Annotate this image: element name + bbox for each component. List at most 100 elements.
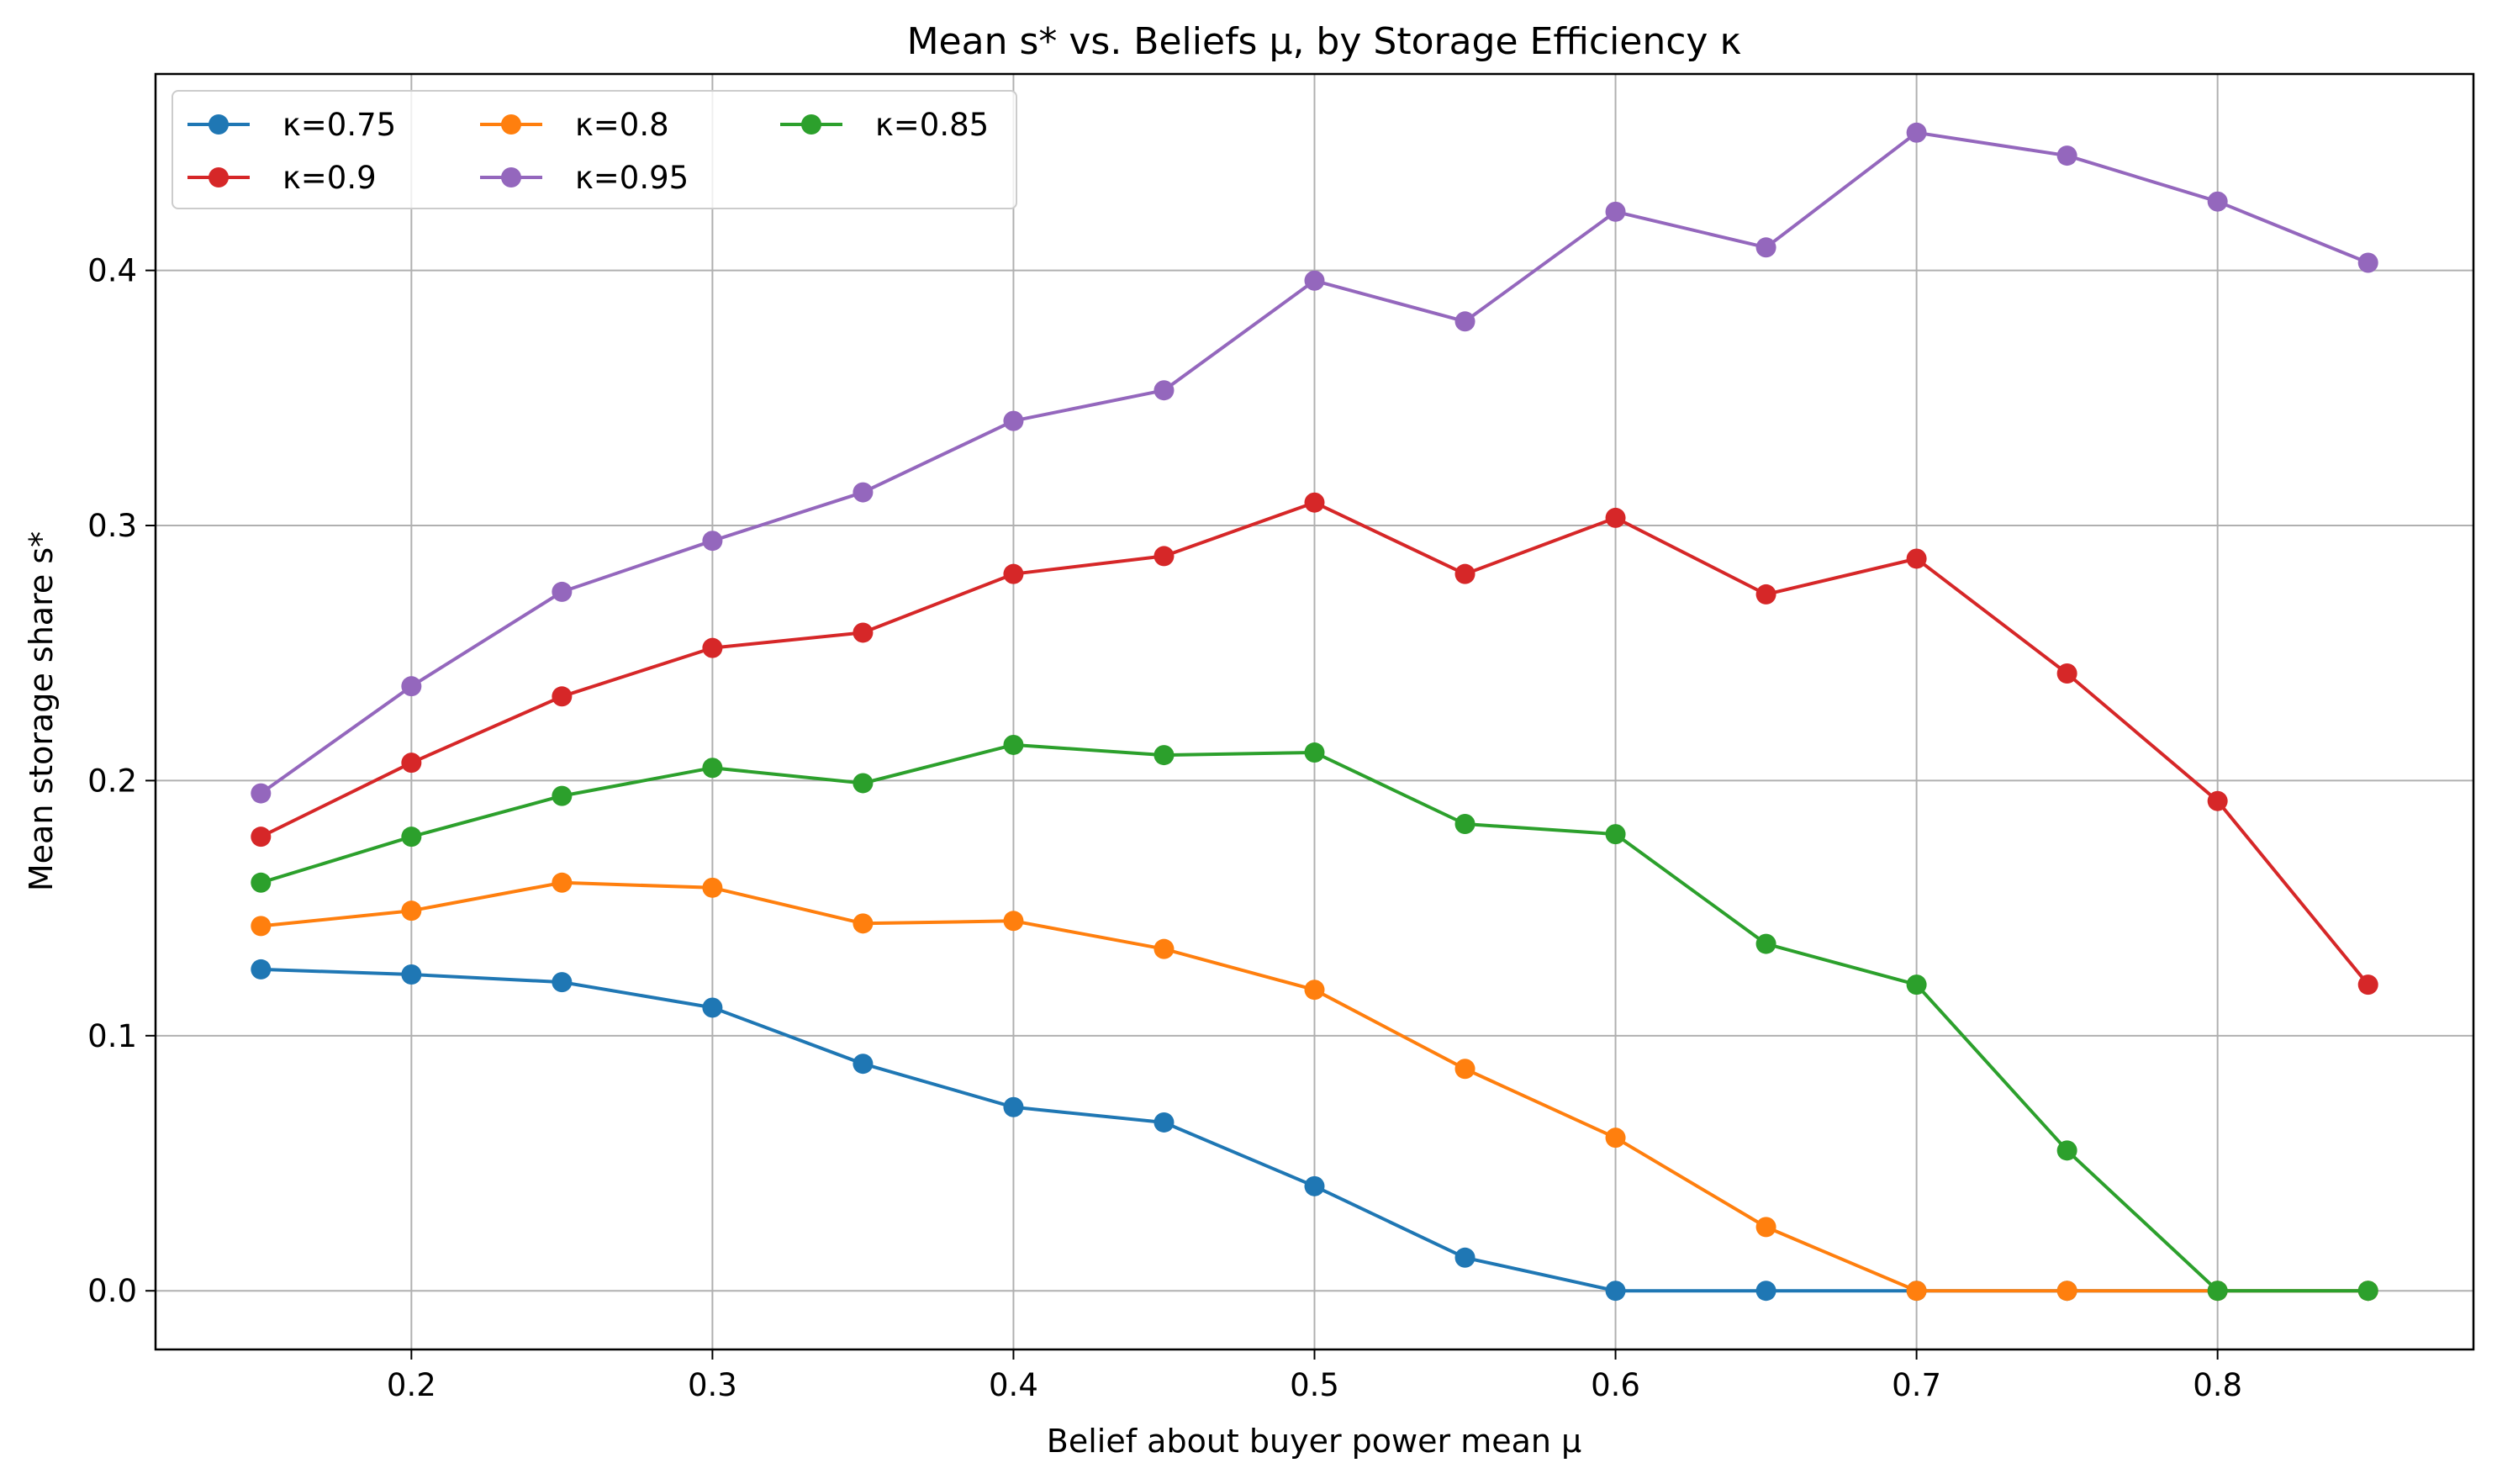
data-point <box>251 916 272 937</box>
data-point <box>1454 1059 1476 1080</box>
data-point <box>2056 1140 2077 1161</box>
data-point <box>1605 1281 1626 1302</box>
data-point <box>2357 252 2378 273</box>
legend-marker <box>801 114 821 135</box>
data-point <box>1605 824 1626 845</box>
data-point <box>1003 563 1024 584</box>
legend-marker <box>209 167 229 187</box>
series-4 <box>251 492 2378 995</box>
axis-ticks: 0.2 0.3 0.4 0.5 0.6 0.7 0.8 0.0 0.1 0.2 0.3 0.4 <box>87 253 2242 1403</box>
legend-marker <box>501 114 521 135</box>
y-tick-label: 0.2 <box>87 763 137 799</box>
x-tick-label: 0.2 <box>387 1367 436 1403</box>
x-tick-label: 0.6 <box>1591 1367 1640 1403</box>
legend-item: κ=0.9 <box>187 160 377 196</box>
data-point <box>401 900 422 922</box>
data-point <box>2207 191 2228 212</box>
data-point <box>2207 790 2228 811</box>
data-point <box>1304 270 1325 291</box>
data-point <box>552 872 573 893</box>
data-point <box>2056 145 2077 166</box>
series-3 <box>251 734 2378 1302</box>
legend-label: κ=0.75 <box>282 107 396 143</box>
data-point <box>401 753 422 774</box>
data-point <box>552 972 573 993</box>
y-tick-label: 0.1 <box>87 1018 137 1054</box>
x-tick-label: 0.4 <box>989 1367 1038 1403</box>
data-point <box>1906 122 1927 143</box>
data-point <box>1906 1281 1927 1302</box>
y-tick-label: 0.0 <box>87 1273 137 1309</box>
data-point <box>1906 974 1927 995</box>
data-point <box>1454 1247 1476 1268</box>
data-point <box>702 997 723 1018</box>
data-point <box>1003 1096 1024 1117</box>
y-tick-label: 0.4 <box>87 253 137 289</box>
data-point <box>2056 1281 2077 1302</box>
legend-label: κ=0.85 <box>875 107 989 143</box>
data-point <box>2207 1281 2228 1302</box>
y-axis-label: Mean storage share s* <box>23 531 60 891</box>
data-point <box>1153 380 1175 401</box>
data-point <box>251 826 272 848</box>
series-group <box>251 122 2378 1302</box>
legend-item: κ=0.85 <box>780 107 989 143</box>
data-point <box>1605 1128 1626 1149</box>
data-point <box>853 913 874 934</box>
x-tick-label: 0.3 <box>688 1367 737 1403</box>
data-point <box>1153 938 1175 959</box>
series-5 <box>251 122 2378 804</box>
data-point <box>401 826 422 848</box>
data-point <box>552 581 573 602</box>
legend-item: κ=0.75 <box>187 107 396 143</box>
legend: κ=0.75 κ=0.8 κ=0.85 κ=0.9 κ=0.95 <box>172 90 1017 209</box>
data-point <box>853 622 874 643</box>
legend-item: κ=0.8 <box>480 107 669 143</box>
data-point <box>401 964 422 985</box>
x-tick-label: 0.5 <box>1290 1367 1339 1403</box>
data-point <box>251 872 272 893</box>
data-point <box>251 783 272 804</box>
data-point <box>1153 546 1175 567</box>
chart-title: Mean s* vs. Beliefs μ, by Storage Effici… <box>907 20 1742 63</box>
data-point <box>401 676 422 697</box>
data-point <box>1304 980 1325 1001</box>
data-point <box>1003 911 1024 932</box>
data-point <box>1454 563 1476 584</box>
data-point <box>702 877 723 898</box>
data-point <box>702 758 723 779</box>
data-point <box>853 482 874 503</box>
data-point <box>1304 492 1325 513</box>
legend-label: κ=0.9 <box>282 160 377 196</box>
legend-item: κ=0.95 <box>480 160 689 196</box>
x-tick-label: 0.8 <box>2193 1367 2242 1403</box>
data-point <box>1454 813 1476 834</box>
data-point <box>1906 548 1927 569</box>
data-point <box>1304 742 1325 763</box>
data-point <box>1755 237 1776 258</box>
data-point <box>2357 1281 2378 1302</box>
legend-label: κ=0.95 <box>575 160 689 196</box>
data-point <box>853 1054 874 1075</box>
y-tick-label: 0.3 <box>87 508 137 544</box>
data-point <box>702 637 723 658</box>
data-point <box>702 531 723 552</box>
data-point <box>2357 974 2378 995</box>
data-point <box>2056 663 2077 684</box>
data-point <box>1605 507 1626 528</box>
data-point <box>1304 1175 1325 1196</box>
x-axis-label: Belief about buyer power mean μ <box>1047 1423 1581 1460</box>
data-point <box>1755 933 1776 954</box>
data-point <box>1605 201 1626 222</box>
data-point <box>1153 745 1175 766</box>
data-point <box>552 785 573 806</box>
legend-marker <box>209 114 229 135</box>
data-point <box>1454 311 1476 332</box>
data-point <box>552 686 573 707</box>
data-point <box>853 773 874 794</box>
data-point <box>1003 410 1024 431</box>
legend-label: κ=0.8 <box>575 107 669 143</box>
data-point <box>1153 1112 1175 1133</box>
data-point <box>251 959 272 980</box>
